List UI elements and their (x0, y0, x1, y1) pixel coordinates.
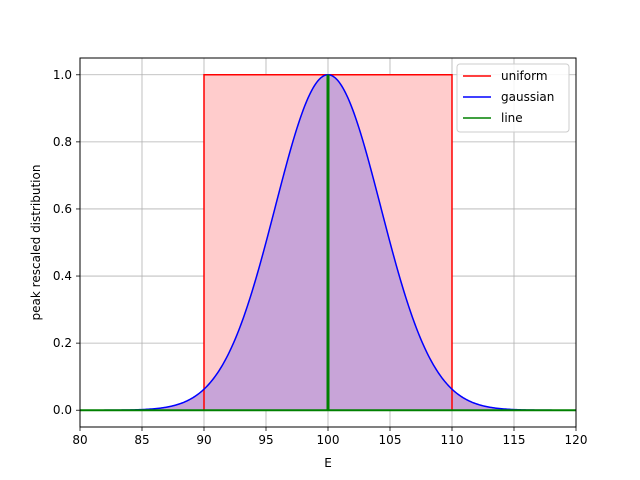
legend-box (456, 63, 570, 133)
y-tick-label: 0.8 (53, 135, 72, 149)
legend-label-line: line (501, 111, 523, 125)
y-tick-label: 1.0 (53, 68, 72, 82)
x-axis-label: E (324, 456, 332, 470)
x-tick-label: 100 (317, 433, 340, 447)
y-tick-label: 0.0 (53, 403, 72, 417)
y-tick-label: 0.4 (53, 269, 72, 283)
legend: uniform gaussian line (456, 63, 570, 133)
x-tick-label: 80 (72, 433, 87, 447)
x-tick-label: 85 (134, 433, 149, 447)
y-tick-label: 0.6 (53, 202, 72, 216)
y-axis: 0.0 0.2 0.4 0.6 0.8 1.0 (53, 68, 80, 417)
legend-label-uniform: uniform (501, 69, 548, 83)
x-tick-label: 110 (441, 433, 464, 447)
y-tick-label: 0.2 (53, 336, 72, 350)
x-tick-label: 105 (379, 433, 402, 447)
legend-label-gaussian: gaussian (501, 90, 554, 104)
x-tick-label: 115 (503, 433, 526, 447)
x-axis: 80 85 90 95 100 105 110 115 120 (72, 427, 587, 447)
series-lines (80, 74, 576, 412)
series-line-line (80, 74, 576, 412)
x-tick-label: 120 (565, 433, 588, 447)
x-tick-label: 90 (196, 433, 211, 447)
x-tick-label: 95 (258, 433, 273, 447)
y-axis-label: peak rescaled distribution (29, 165, 43, 321)
